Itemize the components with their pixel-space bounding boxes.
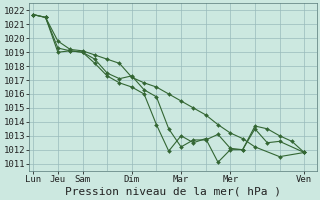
X-axis label: Pression niveau de la mer( hPa ): Pression niveau de la mer( hPa ): [65, 187, 281, 197]
